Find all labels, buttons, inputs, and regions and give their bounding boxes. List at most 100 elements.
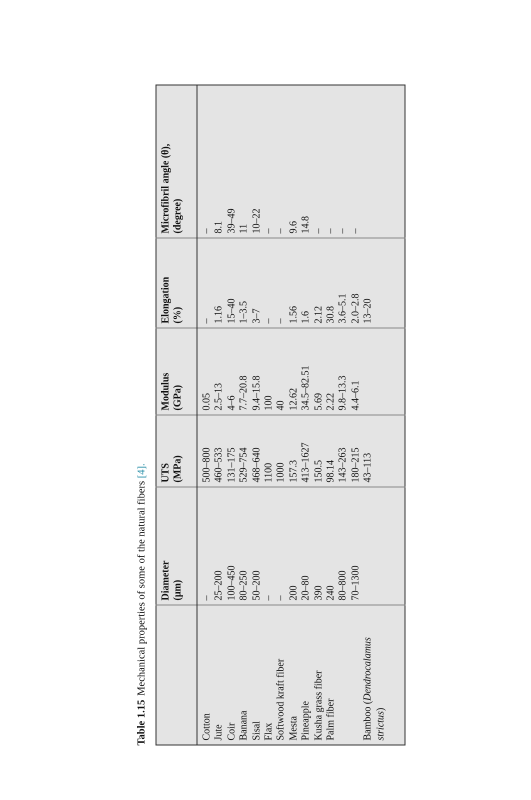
cell-value: – (349, 84, 363, 238)
column-header: Microfibril angle (θ), (degree) (155, 84, 197, 238)
table-row: Cotton –500–800 0.05– – (196, 84, 214, 745)
cell-value: 390 (312, 486, 326, 605)
cell-value: 43–113 (362, 414, 405, 487)
cell-value: – (275, 237, 288, 328)
cell-value: 25–200 (213, 486, 226, 605)
cell-value: 20–80 (300, 486, 313, 605)
cell-value: 39–49 (225, 84, 239, 238)
table-row: Palm fiber 240 98.14 2.22 30.8– (325, 84, 338, 745)
fiber-name (350, 605, 362, 745)
table-row: Coir 100–450 131–175 4–6 15–40 39–49 (225, 84, 239, 745)
cell-value: – (263, 237, 276, 328)
cell-value: – (263, 84, 276, 238)
cell-value: 98.14 (325, 414, 338, 487)
cell-value: 0.05 (196, 327, 214, 415)
table-row: Jute 25–200 460–533 2.5–13 1.16 8.1 (213, 84, 226, 745)
column-header: Elongation (%) (155, 237, 197, 328)
header-line: UTS (160, 462, 171, 482)
cell-value: 240 (325, 486, 338, 605)
name-part: ) (374, 707, 386, 711)
cell-value: – (196, 237, 214, 328)
fiber-name: Banana (238, 710, 250, 740)
cell-value: 2.5–13 (213, 327, 226, 415)
table-row: Sisal 50–200 468–640 9.4–15.8 3–7 10–22 (250, 84, 264, 745)
table-row: Banana 80–250 529–754 7.7–20.8 1–3.5 11 (238, 84, 251, 745)
cell-value (362, 327, 405, 415)
table-row: Mesta 200 157.3 12.62 1.56 9.6 (287, 84, 301, 745)
fiber-name: Jute (213, 723, 225, 740)
cell-value: – (263, 486, 276, 605)
fiber-name: Softwood kraft fiber (275, 658, 287, 740)
cell-value: 70–1300 (349, 486, 363, 605)
properties-table: Diameter (μm) UTS (MPa) Modulus (GPa) Elongati… (155, 84, 405, 745)
cell-value: 9.4–15.8 (250, 327, 264, 415)
table-row: Flax –1100 100– – (263, 84, 276, 745)
header-line: (μm) (172, 579, 183, 600)
cell-value: 34.5–82.51 (300, 327, 313, 415)
cell-value: – (196, 486, 214, 605)
cell-value: 100–450 (225, 486, 239, 605)
cell-value: 15–40 (225, 237, 239, 328)
cell-value: 14.8 (300, 84, 313, 238)
cell-value: 3–7 (250, 237, 264, 328)
cell-value: 131–175 (225, 414, 239, 487)
cell-value: 2.0–2.8 (349, 237, 363, 328)
column-header (155, 604, 197, 745)
fiber-name: Pineapple (300, 700, 312, 740)
cell-value: 9.6 (287, 84, 301, 238)
cell-value: 8.1 (213, 84, 226, 238)
fiber-name: Mesta (287, 715, 299, 740)
cell-value: 12.62 (287, 327, 301, 415)
cell-value: 460–533 (213, 414, 226, 487)
header-line: Diameter (160, 560, 171, 600)
cell-value: 413–1627 (300, 414, 313, 487)
cell-value: 150.5 (312, 414, 326, 487)
cell-value: 2.12 (312, 237, 326, 328)
cell-value: – (337, 84, 350, 238)
fiber-name: Flax (263, 722, 275, 740)
table-row: 70–1300 180–215 4.4–6.1 2.0–2.8– (349, 84, 363, 745)
fiber-name (337, 605, 349, 745)
header-line: Elongation (160, 276, 171, 323)
cell-value: 4.4–6.1 (349, 327, 363, 415)
name-part: strictus (374, 710, 386, 740)
cell-value: 500–800 (196, 414, 214, 487)
header-line: (MPa) (172, 454, 183, 482)
fiber-name: Sisal (250, 720, 262, 740)
cell-value: 1–3.5 (238, 237, 251, 328)
cell-value: 80–800 (337, 486, 350, 605)
fiber-name: Bamboo (Dendrocalamus strictus) (362, 605, 404, 745)
table-caption: Table 1.15 Mechanical properties of some … (133, 85, 155, 745)
column-header: Modulus (GPa) (155, 327, 197, 415)
column-header: Diameter (μm) (155, 486, 197, 605)
cell-value: 143–263 (337, 414, 350, 487)
cell-value: 9.8–13.3 (337, 327, 350, 415)
cell-value: – (312, 84, 326, 238)
fiber-name: Palm fiber (325, 698, 337, 740)
cell-value: – (275, 84, 288, 238)
cell-value: – (325, 84, 338, 238)
fiber-name: Coir (225, 722, 237, 740)
name-part: Dendrocalamus (362, 636, 374, 701)
cell-value: 1.56 (287, 237, 301, 328)
cell-value: 80–250 (238, 486, 251, 605)
cell-value: 180–215 (349, 414, 363, 487)
header-line: Microfibril angle (θ), (160, 143, 171, 233)
caption-label: Table 1.15 (136, 699, 147, 745)
caption-ref[interactable]: [4]. (136, 462, 147, 478)
cell-value: 50–200 (250, 486, 264, 605)
fiber-name: Kusha grass fiber (312, 670, 324, 740)
table-row: Softwood kraft fiber –1000 40– – (275, 84, 288, 745)
column-header: UTS (MPa) (155, 414, 197, 487)
cell-value: 468–640 (250, 414, 264, 487)
cell-value: 1.16 (213, 237, 226, 328)
cell-value: 1.6 (300, 237, 313, 328)
cell-value: 100 (263, 327, 276, 415)
table-row: 80–800 143–263 9.8–13.3 3.6–5.1– (337, 84, 350, 745)
header-row: Diameter (μm) UTS (MPa) Modulus (GPa) Elongati… (155, 84, 197, 745)
header-line: (GPa) (172, 384, 183, 410)
cell-value: 13–20 (362, 237, 405, 328)
header-line: (%) (172, 306, 183, 323)
cell-value: 30.8 (325, 237, 338, 328)
